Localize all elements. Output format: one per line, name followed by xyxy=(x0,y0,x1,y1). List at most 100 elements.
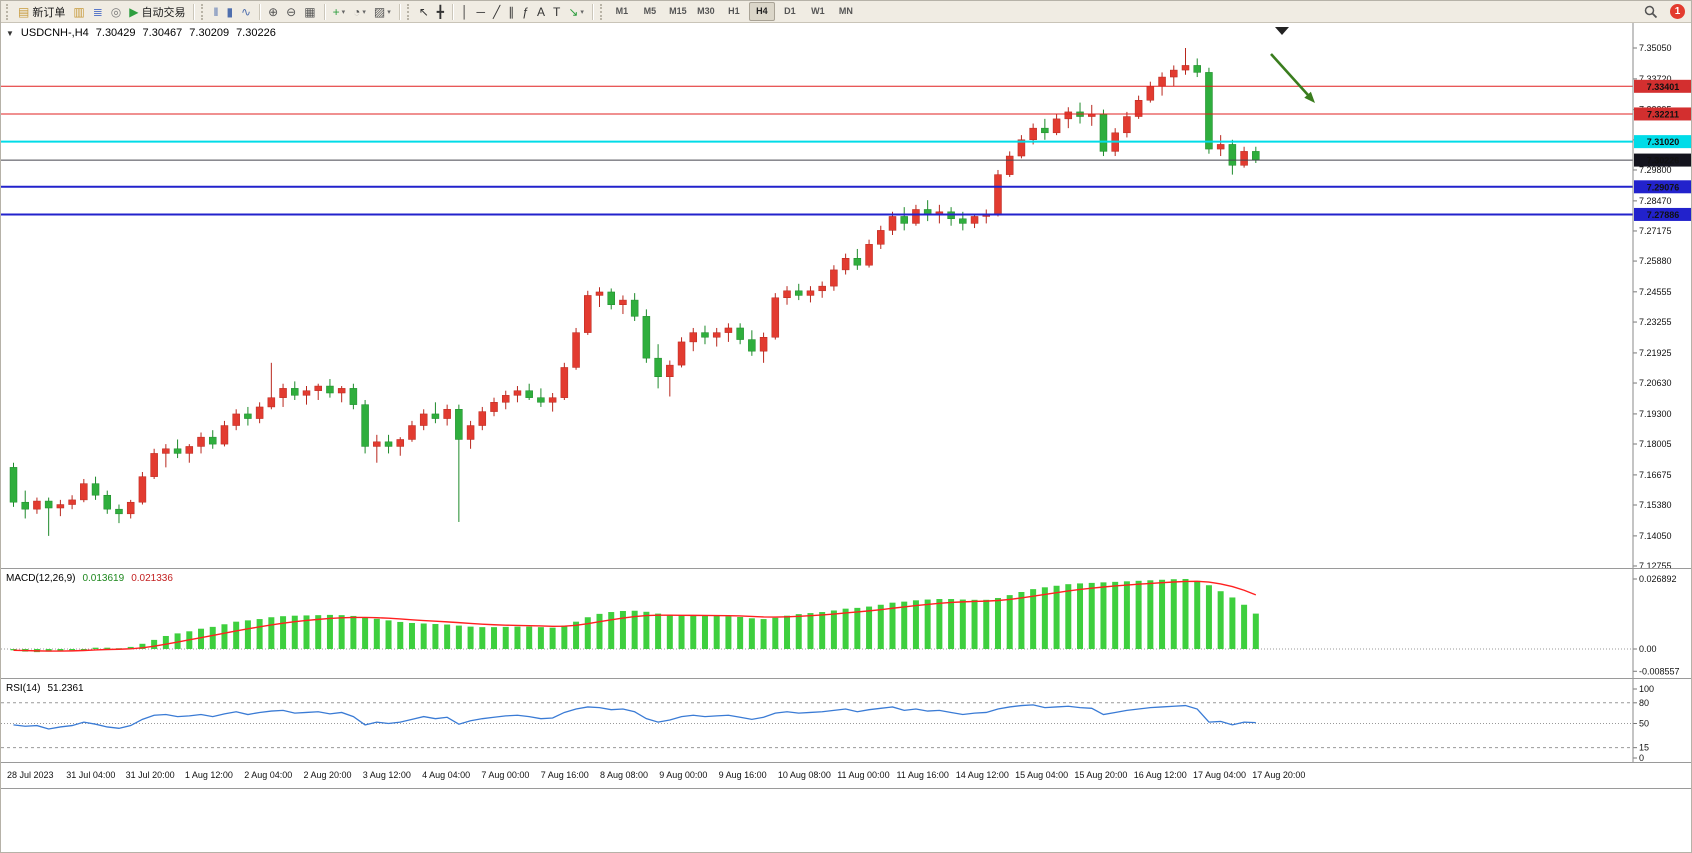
timeframe-m1-button[interactable]: M1 xyxy=(615,6,629,16)
arrows-button[interactable]: ↘ ▾ xyxy=(565,3,587,21)
trendline-button[interactable]: ╱ xyxy=(490,3,503,21)
timeframe-h4-button[interactable]: H4 xyxy=(748,2,775,21)
market-watch-button[interactable]: ▥ xyxy=(70,3,87,21)
tile-windows-button[interactable]: ▦ xyxy=(301,3,318,21)
candle-body xyxy=(642,316,651,359)
candle-body xyxy=(103,494,112,510)
price-pane[interactable]: 7.350507.337207.323957.310957.298007.284… xyxy=(1,23,1691,569)
candle-body xyxy=(994,174,1002,215)
time-label: 31 Jul 04:00 xyxy=(66,770,116,780)
one-click-collapse-icon[interactable]: ▼ xyxy=(6,28,14,38)
toolbar-separator xyxy=(193,3,195,20)
ohlc-close: 7.30226 xyxy=(236,27,276,39)
bar-chart-button[interactable]: ‖ xyxy=(210,3,221,21)
line-chart-button[interactable]: ∿ xyxy=(238,3,254,21)
timeframe-m30-button[interactable]: M30 xyxy=(697,6,715,16)
candle-body xyxy=(244,413,252,419)
time-label: 15 Aug 20:00 xyxy=(1074,770,1128,780)
label-icon: T xyxy=(552,4,561,19)
macd-pane[interactable]: 0.026892 0.00 -0.008557 MACD(12,26,9) 0.01… xyxy=(1,569,1691,679)
candle-body xyxy=(888,216,897,231)
candle-body xyxy=(724,327,733,333)
timeframe-w1-button[interactable]: W1 xyxy=(811,6,825,16)
candle-body xyxy=(197,436,205,447)
navigator-button[interactable]: ◎ xyxy=(108,3,124,21)
text-icon: A xyxy=(536,4,545,19)
candle-body xyxy=(595,291,604,296)
timeframe-m5-button[interactable]: M5 xyxy=(643,6,657,16)
timeframe-m15-button[interactable]: M15 xyxy=(669,6,687,16)
candle-body xyxy=(830,269,838,287)
svg-text:80: 80 xyxy=(1639,698,1649,708)
data-window-icon: ≣ xyxy=(92,4,103,19)
cursor-button[interactable]: ↖ xyxy=(416,3,432,21)
candle-body xyxy=(1205,72,1213,150)
timeframe-d1-button[interactable]: D1 xyxy=(784,6,796,16)
current-price-line-badge xyxy=(1634,153,1691,167)
zoom-out-button[interactable]: ⊖ xyxy=(283,3,299,21)
horizontal-line-button[interactable]: ─ xyxy=(474,3,489,21)
candle-body xyxy=(912,209,920,224)
horizontal-line-icon: ─ xyxy=(476,4,486,19)
candle-body xyxy=(666,364,674,377)
notification-badge[interactable]: 1 xyxy=(1670,4,1685,19)
candle-body xyxy=(759,337,768,352)
svg-text:7.29076: 7.29076 xyxy=(1647,182,1680,192)
autotrading-button[interactable]: ▶ 自动交易 xyxy=(126,3,188,21)
indicators-button[interactable]: + ▾ xyxy=(330,3,349,21)
svg-text:7.25880: 7.25880 xyxy=(1639,256,1672,266)
candle-body xyxy=(431,413,440,419)
crosshair-button[interactable]: ╋ xyxy=(434,3,447,21)
candle-body xyxy=(9,467,18,503)
text-button[interactable]: A xyxy=(534,3,548,21)
toolbar-right: 1 xyxy=(1639,3,1689,21)
time-label: 11 Aug 16:00 xyxy=(896,770,949,780)
fibonacci-icon: ƒ xyxy=(522,4,529,19)
templates-button[interactable]: ▨ ▾ xyxy=(371,3,394,21)
time-axis[interactable]: 28 Jul 2023 31 Jul 04:00 31 Jul 20:00 1 Aug… xyxy=(1,763,1691,789)
periods-button[interactable]: ◔ ▾ xyxy=(350,3,369,21)
symbol-timeframe-label: USDCNH-,H4 xyxy=(20,27,89,39)
candle-body xyxy=(865,244,873,266)
timeframe-mn-button[interactable]: MN xyxy=(838,6,853,16)
resistance-line-upper-badge xyxy=(1634,79,1691,93)
chart-shift-marker[interactable] xyxy=(1275,27,1289,35)
time-label: 2 Aug 20:00 xyxy=(303,770,352,780)
candlestick-chart-button[interactable]: ▮ xyxy=(223,3,236,21)
data-window-button[interactable]: ≣ xyxy=(90,3,106,21)
channel-button[interactable]: ∥ xyxy=(505,3,517,21)
new-order-button[interactable]: ▤ 新订单 xyxy=(15,3,68,21)
svg-text:50: 50 xyxy=(1639,719,1649,729)
candle-body xyxy=(279,388,287,398)
macd-signal-line xyxy=(13,580,1257,652)
zoom-in-button[interactable]: ⊕ xyxy=(265,3,281,21)
rsi-name: RSI(14) xyxy=(6,683,41,694)
candle-body xyxy=(607,291,615,305)
toolbar-grip[interactable] xyxy=(599,3,605,20)
label-button[interactable]: T xyxy=(550,3,563,21)
vertical-line-button[interactable]: │ xyxy=(458,3,472,21)
line-chart-icon: ∿ xyxy=(241,4,252,19)
pivot-line-cyan-badge xyxy=(1634,135,1691,149)
time-label: 3 Aug 12:00 xyxy=(362,770,411,780)
timeframe-h1-button[interactable]: H1 xyxy=(728,6,740,16)
candle-body xyxy=(1087,113,1096,117)
toolbar-grip[interactable] xyxy=(201,3,206,20)
rsi-label: RSI(14) 51.2361 xyxy=(6,683,84,694)
svg-text:7.15380: 7.15380 xyxy=(1639,500,1672,510)
fibonacci-button[interactable]: ƒ xyxy=(519,3,532,21)
candle-body xyxy=(91,483,100,496)
candle-body xyxy=(21,501,29,510)
candle-body xyxy=(818,285,826,292)
search-button[interactable] xyxy=(1640,3,1662,21)
rsi-pane[interactable]: 100 80 50 15 0 RSI(14) 51.2361 xyxy=(1,679,1691,763)
arrow-annotation[interactable] xyxy=(1270,53,1315,103)
toolbar-grip[interactable] xyxy=(6,3,11,20)
candle-body xyxy=(1005,155,1014,175)
svg-text:0: 0 xyxy=(1639,753,1644,762)
crosshair-icon: ╋ xyxy=(436,4,445,19)
candle-body xyxy=(1193,65,1201,73)
candle-body xyxy=(548,397,557,403)
toolbar-grip[interactable] xyxy=(406,3,412,20)
navigator-icon: ◎ xyxy=(110,4,122,19)
